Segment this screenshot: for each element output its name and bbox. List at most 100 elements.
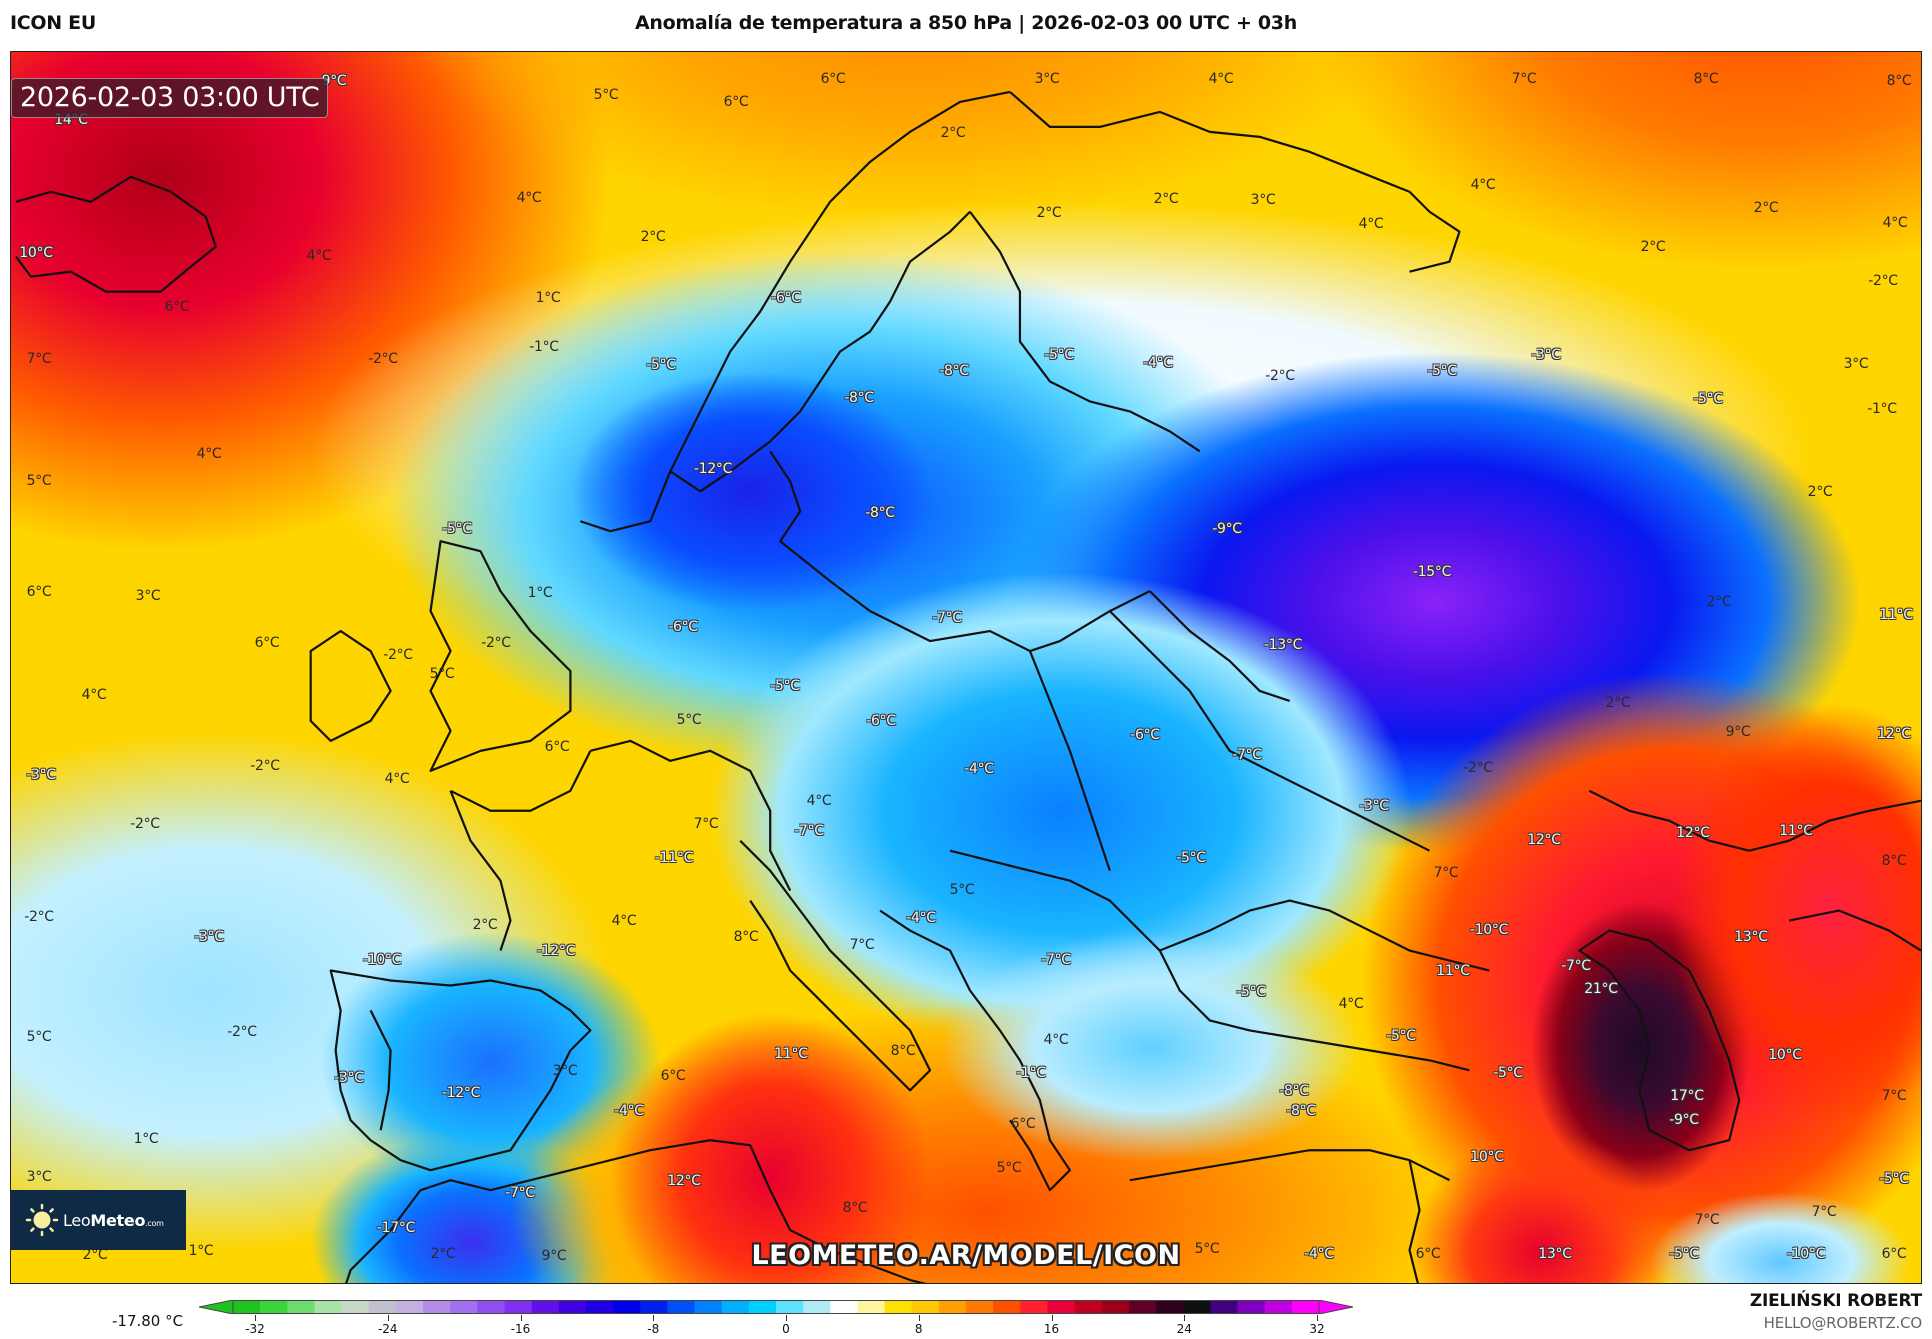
temperature-label: -4°C: [906, 910, 936, 926]
temperature-anomaly-map[interactable]: 14°C 9°C 5°C 6°C 6°C 3°C 4°C 7°C 8°C 8°C 2°C 10°C 4°…: [10, 51, 1922, 1284]
temperature-label: 3°C: [1843, 356, 1869, 372]
temperature-label: -3°C: [1359, 798, 1389, 814]
temperature-label: 8°C: [733, 929, 759, 945]
temperature-label: -2°C: [227, 1024, 257, 1040]
colorbar-tick-label: 8: [914, 1322, 923, 1336]
colorbar-tick: [1184, 1315, 1186, 1321]
author-name: ZIELIŃSKI ROBERT: [1749, 1291, 1922, 1311]
temperature-label: 6°C: [1881, 1246, 1907, 1262]
temperature-label: -7°C: [932, 610, 962, 626]
temperature-label: -7°C: [794, 823, 824, 839]
sun-icon: [25, 1203, 59, 1237]
colorbar-min-value: -17.80 °C: [112, 1312, 184, 1330]
temperature-label: 6°C: [1415, 1246, 1441, 1262]
temperature-label: -5°C: [1176, 850, 1206, 866]
temperature-label: -8°C: [939, 363, 969, 379]
temperature-label: 6°C: [820, 71, 846, 87]
colorbar-tick-label: -24: [377, 1322, 398, 1336]
temperature-label: 3°C: [552, 1063, 578, 1079]
colorbar-tick: [1051, 1315, 1053, 1321]
temperature-label: -6°C: [668, 619, 698, 635]
temperature-label: 10°C: [19, 245, 53, 261]
colorbar-tick-label: -32: [245, 1322, 265, 1336]
leometeo-logo[interactable]: LeoMeteo.com: [11, 1190, 186, 1250]
temperature-label: 4°C: [1338, 996, 1364, 1012]
temperature-label: -9°C: [1669, 1112, 1699, 1128]
temperature-label: 7°C: [1433, 865, 1459, 881]
temperature-label: 6°C: [660, 1068, 686, 1084]
temperature-label: 12°C: [1676, 825, 1710, 841]
temperature-label: 12°C: [667, 1173, 701, 1189]
temperature-label: -2°C: [130, 816, 160, 832]
temperature-label: -7°C: [505, 1185, 535, 1201]
temperature-label: -10°C: [1786, 1246, 1826, 1262]
temperature-label: 5°C: [676, 712, 702, 728]
temperature-label: 2°C: [1605, 695, 1631, 711]
temperature-label: 5°C: [429, 666, 455, 682]
temperature-label: -5°C: [1493, 1065, 1523, 1081]
temperature-label: 5°C: [996, 1160, 1022, 1176]
colorbar-tick: [255, 1315, 256, 1321]
temperature-label: -12°C: [536, 943, 576, 959]
temperature-label: 13°C: [1538, 1246, 1572, 1262]
temperature-label: -3°C: [26, 767, 56, 783]
temperature-label: 4°C: [611, 913, 637, 929]
temperature-label: 6°C: [1010, 1116, 1036, 1132]
colorbar-tick-label: 16: [1043, 1322, 1060, 1336]
temperature-label: 2°C: [1807, 484, 1833, 500]
temperature-label: -13°C: [1263, 637, 1303, 653]
temperature-label: 2°C: [640, 229, 666, 245]
temperature-label: 4°C: [516, 190, 542, 206]
temperature-label: -7°C: [1561, 958, 1591, 974]
temperature-label: 7°C: [1811, 1204, 1837, 1220]
temperature-label: -5°C: [1386, 1028, 1416, 1044]
temperature-label: 2°C: [82, 1247, 108, 1263]
temperature-label: 6°C: [26, 584, 52, 600]
temperature-label: 2°C: [472, 917, 498, 933]
temperature-label: -5°C: [1693, 391, 1723, 407]
temperature-label: 2°C: [1706, 594, 1732, 610]
temperature-label: 4°C: [306, 248, 332, 264]
temperature-label: 6°C: [254, 635, 280, 651]
temperature-label: 7°C: [693, 816, 719, 832]
temperature-label: 7°C: [26, 351, 52, 367]
temperature-label: 3°C: [135, 588, 161, 604]
temperature-label: 2°C: [1153, 191, 1179, 207]
temperature-label: 1°C: [133, 1131, 159, 1147]
temperature-label: 5°C: [26, 473, 52, 489]
temperature-label: -5°C: [646, 357, 676, 373]
temperature-label: -6°C: [866, 713, 896, 729]
temperature-label: 17°C: [1670, 1088, 1704, 1104]
temperature-label: 4°C: [1470, 177, 1496, 193]
temperature-label: 11°C: [1436, 963, 1470, 979]
temperature-label: 13°C: [1734, 929, 1768, 945]
temperature-label: 4°C: [196, 446, 222, 462]
temperature-label: -8°C: [1279, 1083, 1309, 1099]
temperature-label: -10°C: [362, 952, 402, 968]
temperature-label: 5°C: [1194, 1241, 1220, 1257]
temperature-label: 6°C: [164, 299, 190, 315]
temperature-label: -5°C: [1427, 363, 1457, 379]
colorbar-tick-label: -8: [647, 1322, 660, 1336]
temperature-label: 11°C: [774, 1046, 808, 1062]
colorbar-tick: [653, 1315, 655, 1321]
temperature-label: 3°C: [26, 1169, 52, 1185]
temperature-label: -9°C: [1212, 521, 1242, 537]
temperature-label: -10°C: [1469, 922, 1509, 938]
temperature-label: 4°C: [1043, 1032, 1069, 1048]
temperature-label: -4°C: [1143, 355, 1173, 371]
temperature-label: -3°C: [334, 1070, 364, 1086]
colorbar-tick: [786, 1315, 787, 1321]
temperature-label: -4°C: [1304, 1246, 1334, 1262]
temperature-label: -8°C: [1286, 1103, 1316, 1119]
temperature-label: 8°C: [1886, 73, 1912, 89]
temperature-label: -1°C: [1867, 401, 1897, 417]
temperature-label: -5°C: [1044, 347, 1074, 363]
temperature-label: 4°C: [1208, 71, 1234, 87]
temperature-label: -12°C: [693, 461, 733, 477]
temperature-label: 5°C: [949, 882, 975, 898]
temperature-label: 6°C: [723, 94, 749, 110]
colorbar-tick: [1317, 1315, 1318, 1321]
temperature-label: -1°C: [529, 339, 559, 355]
temperature-label: 8°C: [1693, 71, 1719, 87]
